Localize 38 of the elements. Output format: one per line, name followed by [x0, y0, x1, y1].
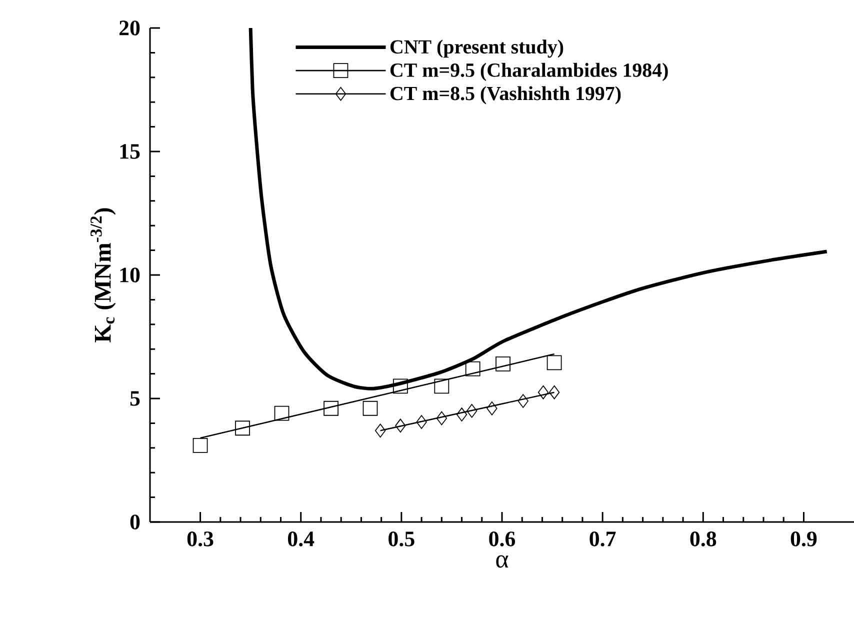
x-tick-label: 0.3 [187, 532, 214, 546]
y-tick-label: 20 [119, 20, 140, 36]
point [374, 424, 386, 438]
x-tick-label: 0.5 [388, 532, 414, 546]
point [486, 401, 498, 416]
x-tick-label: 0.6 [489, 532, 516, 546]
x-tick-label: 0.9 [790, 532, 817, 546]
x-tick-label: 0.7 [590, 532, 616, 546]
line-series [248, 26, 829, 390]
point [465, 361, 480, 376]
point [362, 400, 378, 416]
point [274, 406, 290, 421]
point [235, 420, 250, 436]
y-tick-label: 5 [130, 391, 140, 406]
point [395, 418, 406, 433]
point [496, 356, 510, 372]
point [466, 404, 478, 418]
y-tick-label: 10 [120, 268, 140, 282]
legend-label: CT m=9.5 (Charalambides 1984) [390, 62, 668, 81]
point [436, 411, 447, 426]
point [518, 394, 528, 408]
point [548, 385, 560, 400]
point [456, 408, 468, 422]
point [324, 400, 338, 416]
point [546, 355, 562, 370]
legend-label: CT m=8.5 (Vashishth 1997) [390, 86, 621, 104]
point [538, 385, 549, 400]
y-axis-title: K$_{c}$ (MNm$^{-3/2}$) [90, 208, 116, 342]
point [416, 415, 427, 429]
x-axis-title: α [496, 555, 508, 568]
legend-label: CNT (present study) [390, 40, 564, 58]
point [392, 378, 408, 394]
point [434, 378, 450, 394]
x-tick-label: 0.4 [288, 532, 314, 546]
y-tick-label: 15 [120, 144, 140, 159]
point [192, 438, 208, 453]
x-tick-label: 0.8 [690, 532, 716, 546]
y-tick-label: 0 [130, 514, 140, 530]
